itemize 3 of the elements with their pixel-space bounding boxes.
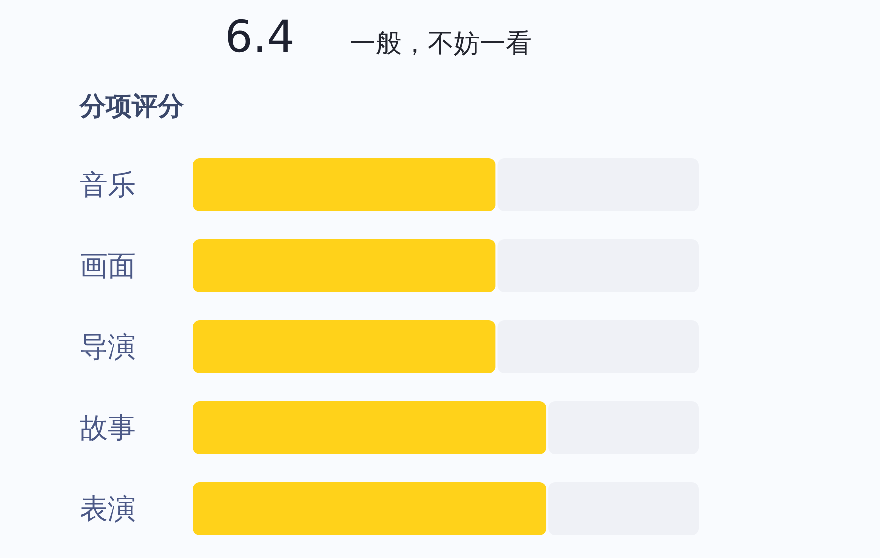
annotation: 6.4 bbox=[225, 12, 295, 63]
title: 分项评分 bbox=[80, 92, 184, 122]
annotation: 一般，不妨一看 bbox=[350, 29, 532, 59]
